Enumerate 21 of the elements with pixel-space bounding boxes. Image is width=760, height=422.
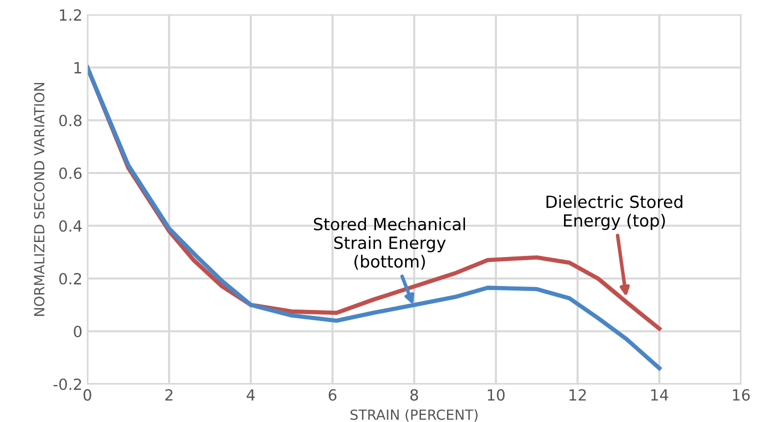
y-tick-label: 0.4 <box>59 220 82 232</box>
y-axis-title: NORMALIZED SECOND VARIATION <box>34 82 44 316</box>
x-tick-label: 2 <box>165 389 172 400</box>
x-tick-label: 8 <box>410 389 418 401</box>
y-tick-label: 0 <box>74 326 82 338</box>
x-tick-label: 0 <box>84 389 92 401</box>
x-axis-title: STRAIN (PERCENT) <box>350 409 478 422</box>
x-tick-label: 12 <box>570 389 586 400</box>
y-tick-label: 0.6 <box>59 167 82 180</box>
y-tick-label: 0.2 <box>59 272 82 285</box>
x-tick-label: 16 <box>732 389 750 401</box>
x-tick-label: 6 <box>328 389 336 401</box>
x-tick-label: 10 <box>488 389 505 401</box>
annotation: Dielectric Stored Energy (top) <box>546 195 682 230</box>
x-tick-label: 14 <box>651 389 668 400</box>
x-tick-label: 4 <box>246 389 255 400</box>
y-tick-label: -0.2 <box>53 378 82 390</box>
annotation: Stored Mechanical Strain Energy (bottom) <box>314 218 465 270</box>
y-tick-label: 1 <box>74 62 82 74</box>
y-tick-label: 0.8 <box>59 114 82 126</box>
y-tick-label: 1.2 <box>60 9 82 21</box>
